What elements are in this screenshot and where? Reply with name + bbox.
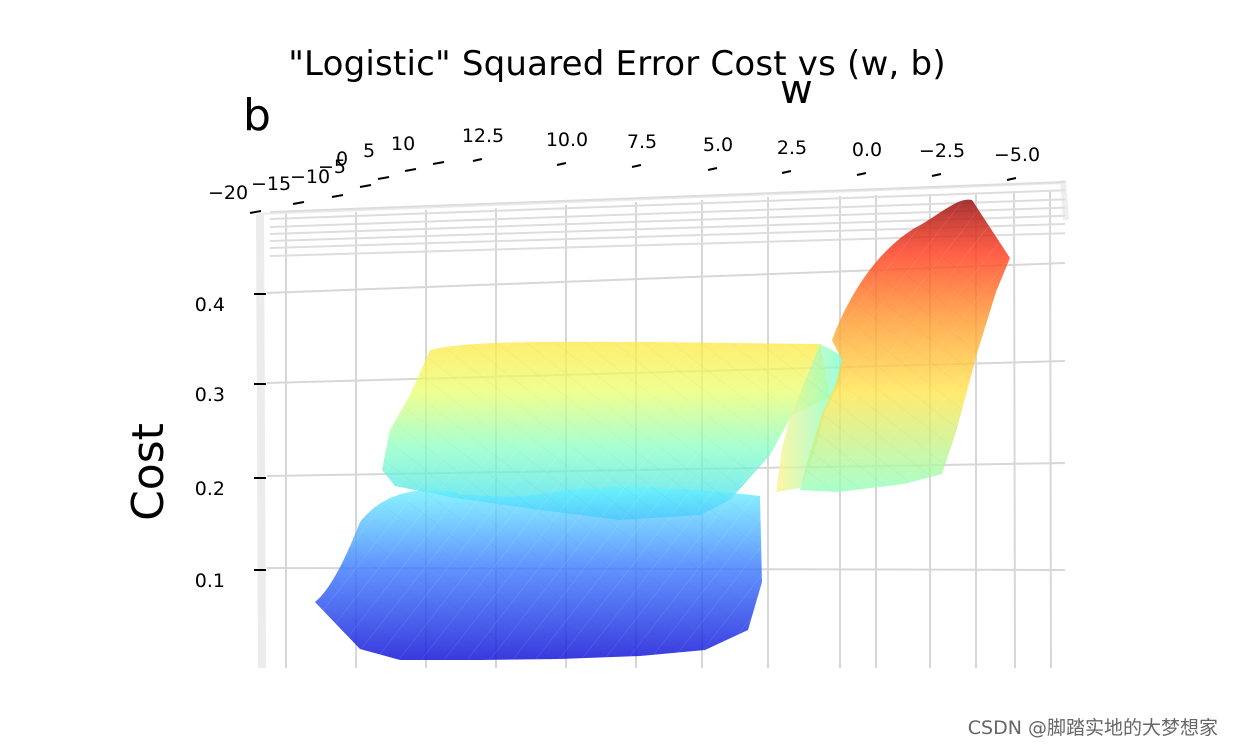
w-tick-label: 7.5: [627, 131, 657, 153]
b-tick-mark: [331, 194, 344, 198]
b-axis-label: b: [243, 90, 271, 141]
grid-depth-line: [269, 198, 1066, 228]
w-tick-mark: [856, 172, 867, 176]
tick-labels: 12.5 10.0 7.5 5.0 2.5 0.0 −2.5 −5.0−20 −15−10−50…: [195, 125, 1040, 592]
grid-vertical-line: [1049, 190, 1052, 669]
w-tick-label: −5.0: [994, 144, 1040, 166]
b-tick-mark: [404, 168, 417, 172]
b-tick-label: 5: [363, 140, 375, 162]
grid-vertical-line: [1013, 191, 1016, 669]
watermark: CSDN @脚踏实地的大梦想家: [967, 717, 1218, 739]
grid-depth-line: [269, 189, 1066, 220]
w-tick-label: 10.0: [546, 129, 588, 151]
w-tick-mark: [707, 167, 718, 171]
b-tick-mark: [377, 176, 390, 180]
cost-surface: [315, 199, 1010, 660]
w-tick-mark: [1006, 177, 1017, 181]
grid-depth-line: [269, 206, 1066, 235]
w-tick-mark: [631, 164, 642, 168]
b-tick-label: −20: [208, 182, 248, 204]
w-tick-label: 2.5: [777, 137, 807, 159]
cost-tick-label: 0.2: [195, 478, 225, 500]
w-tick-mark: [556, 162, 567, 166]
w-tick-mark: [931, 173, 942, 177]
pane-top-edge: [259, 182, 1066, 215]
b-tick-label: −10: [290, 166, 330, 188]
b-tick-label: 0: [336, 148, 348, 170]
w-tick-label: 12.5: [462, 125, 504, 147]
w-tick-mark: [781, 170, 792, 174]
b-tick-mark: [292, 201, 305, 205]
pane-left-edge: [256, 213, 266, 669]
w-tick-label: 5.0: [703, 134, 733, 156]
w-tick-mark: [472, 158, 483, 162]
cost-tick-label: 0.1: [195, 570, 225, 592]
cost-axis-label: Cost: [122, 423, 174, 521]
cost-tick-label: 0.3: [195, 384, 225, 406]
chart-title: "Logistic" Squared Error Cost vs (w, b): [288, 44, 946, 84]
w-axis-label: w: [780, 67, 813, 113]
b-tick-mark: [432, 161, 445, 165]
b-tick-mark: [249, 210, 262, 214]
grid-depth-line: [269, 181, 1066, 213]
b-tick-label: 10: [391, 133, 415, 155]
w-tick-label: 0.0: [852, 139, 882, 161]
cost-tick-label: 0.4: [195, 294, 225, 316]
b-tick-label: −15: [251, 173, 291, 195]
b-tick-label: −5: [318, 156, 346, 178]
w-tick-label: −2.5: [919, 140, 965, 162]
surface-mesh-overlay: [315, 199, 1010, 660]
b-tick-mark: [359, 184, 372, 188]
